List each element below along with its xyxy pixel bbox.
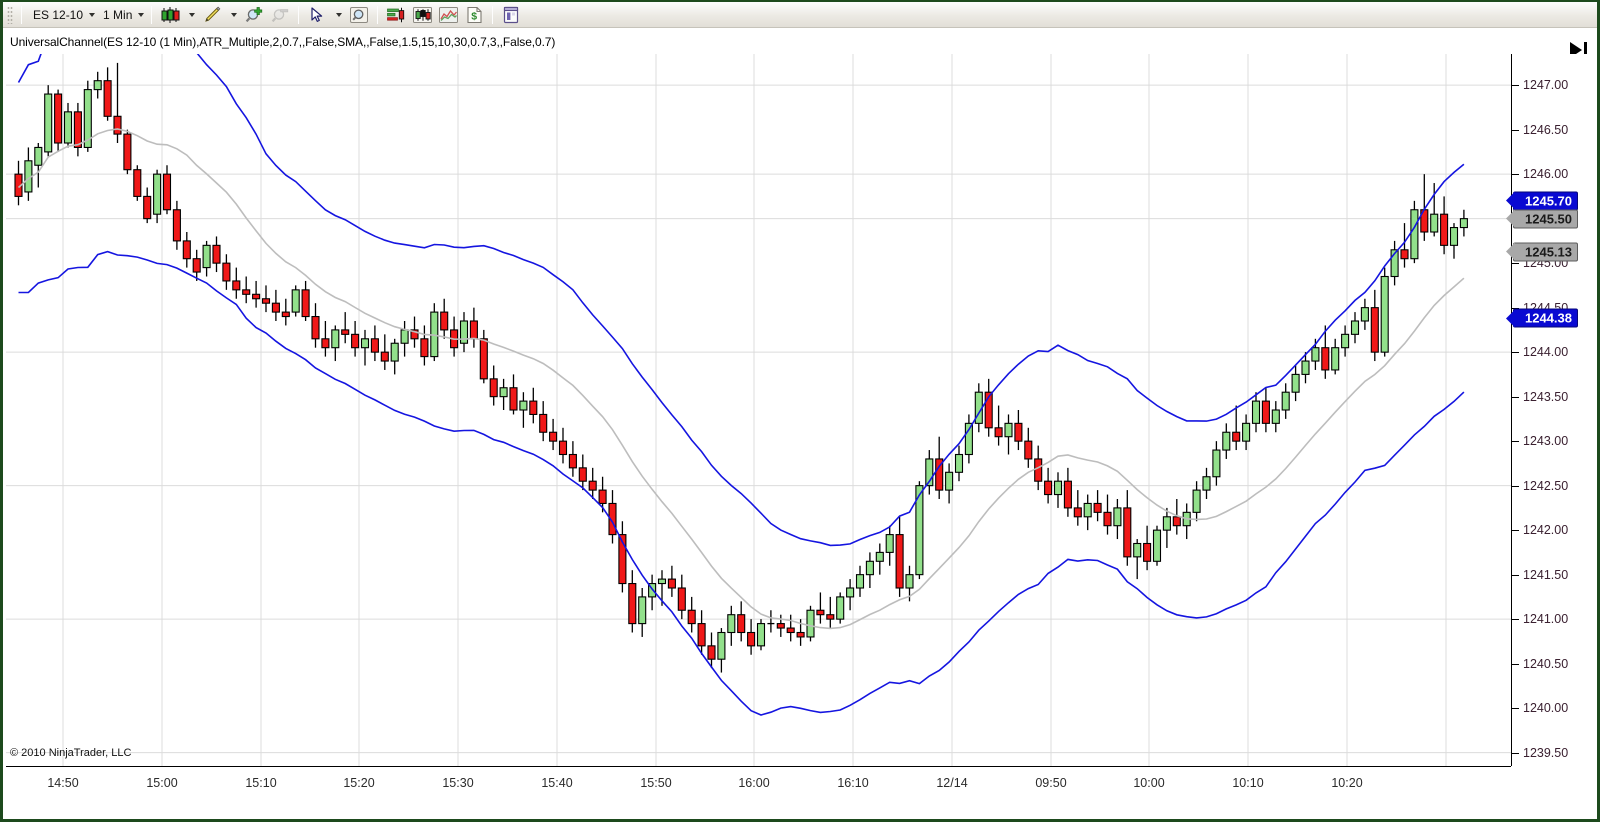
chevron-down-icon[interactable] [336,12,343,17]
chart-gridlines [6,54,1511,766]
order-entry-button[interactable]: $ [462,4,486,26]
toolbar-separator [151,5,153,24]
chevron-down-icon [138,12,145,17]
price-tick [1512,530,1519,532]
time-tick-label: 10:20 [1331,776,1363,790]
time-tick-label: 10:00 [1133,776,1165,790]
chart-properties-button[interactable] [499,4,523,26]
price-tick [1512,485,1519,487]
price-tick-label: 1242.50 [1523,478,1569,493]
chart-plot-area[interactable] [6,54,1511,766]
time-tick-label: 15:00 [146,776,178,790]
price-tick [1512,663,1519,665]
cursor-arrow-icon [311,6,323,22]
zoom-in-button[interactable] [242,4,266,26]
toolbar-grip[interactable] [7,5,13,24]
instrument-selector[interactable]: ES 12-10 [27,5,97,25]
candlestick-icon [161,6,180,23]
chart-style-candlestick-button[interactable] [158,4,182,26]
chevron-down-icon[interactable] [189,12,196,17]
toolbar-separator [298,5,300,24]
price-tick-label: 1246.00 [1523,167,1569,182]
time-tick-label: 16:00 [738,776,770,790]
chart-style-group [157,4,199,26]
toolbar-separator [21,5,22,24]
pencil-icon [205,6,221,22]
price-tick-label: 1240.50 [1523,656,1569,671]
price-marker-last-price[interactable]: 1245.50 [1513,209,1578,229]
indicators-icon [412,6,432,23]
price-tick-label: 1247.00 [1523,78,1569,93]
svg-text:$: $ [471,10,477,22]
time-tick-label: 15:20 [343,776,375,790]
price-tick [1512,441,1519,443]
magnifier-button[interactable] [347,4,371,26]
time-tick-label: 09:50 [1035,776,1067,790]
price-tick [1512,352,1519,354]
interval-label: 1 Min [103,7,133,22]
time-tick-label: 15:30 [442,776,474,790]
indicator-label: UniversalChannel(ES 12-10 (1 Min),ATR_Mu… [10,35,556,49]
price-tick-label: 1243.50 [1523,389,1569,404]
price-tick-label: 1242.00 [1523,523,1569,538]
toolbar-separator [377,5,379,24]
price-tick-label: 1244.00 [1523,345,1569,360]
price-marker-lower-channel[interactable]: 1244.38 [1513,308,1578,328]
time-tick-label: 12/14 [936,776,968,790]
price-tick-label: 1243.00 [1523,434,1569,449]
drawing-tools-group [199,4,241,26]
price-tick [1512,619,1519,621]
time-tick-label: 10:10 [1232,776,1264,790]
magnifier-icon [350,6,369,23]
price-marker-mid-line[interactable]: 1245.13 [1513,242,1578,262]
chevron-down-icon [89,12,96,17]
dollar-document-icon: $ [467,6,482,23]
strategies-button[interactable] [436,4,460,26]
price-tick [1512,129,1519,131]
price-tick [1512,574,1519,576]
price-tick-label: 1240.00 [1523,701,1569,716]
copyright-label: © 2010 NinjaTrader, LLC [10,747,132,759]
data-series-icon [387,7,405,22]
interval-selector[interactable]: 1 Min [97,5,146,25]
chart-toolbar: ES 12-10 1 Min [3,2,1597,28]
time-tick-label: 15:50 [640,776,672,790]
price-tick [1512,263,1519,265]
price-tick [1512,752,1519,754]
price-axis[interactable]: 1239.50 1240.00 1240.50 1241.00 1241.50 1242.… [1511,54,1597,766]
zoom-out-icon [271,8,289,22]
strategies-icon [438,6,458,23]
indicators-button[interactable] [410,4,434,26]
price-tick-label: 1239.50 [1523,745,1569,760]
drawing-tools-pencil-button[interactable] [200,4,224,26]
price-tick [1512,85,1519,87]
price-tick [1512,396,1519,398]
time-tick-label: 15:40 [541,776,573,790]
zoom-in-icon [245,6,263,22]
zoom-out-button[interactable] [268,4,292,26]
price-tick-label: 1246.50 [1523,122,1569,137]
time-tick-label: 15:10 [245,776,277,790]
properties-icon [504,6,519,23]
chevron-down-icon[interactable] [231,12,238,17]
time-axis[interactable]: 14:50 15:00 15:10 15:20 15:30 15:40 15:50 16:00… [6,766,1511,818]
price-marker-upper-channel[interactable]: 1245.70 [1513,191,1578,211]
cursor-group [304,4,346,26]
instrument-label: ES 12-10 [33,7,84,22]
price-tick-label: 1241.50 [1523,567,1569,582]
toolbar-separator [492,5,494,24]
data-series-button[interactable] [384,4,408,26]
price-tick [1512,708,1519,710]
cursor-pointer-button[interactable] [305,4,329,26]
price-tick [1512,174,1519,176]
chart-series [14,54,1468,716]
time-tick-label: 16:10 [837,776,869,790]
price-tick-label: 1241.00 [1523,612,1569,627]
time-tick-label: 14:50 [47,776,79,790]
